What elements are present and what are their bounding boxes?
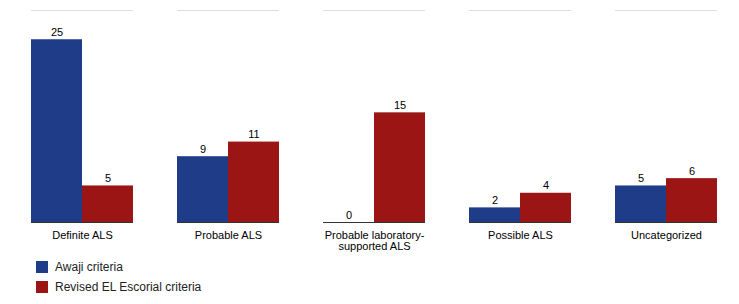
svg-text:11: 11 <box>248 128 259 140</box>
html-text:Awaji criteria: Awaji criteria <box>55 260 123 274</box>
svg-text:Probable ALS: Probable ALS <box>195 229 262 241</box>
svg-text:2: 2 <box>492 194 498 206</box>
svg-text:Probable laboratory-supported: Probable laboratory-supported ALS <box>325 229 425 252</box>
svg-text:5: 5 <box>105 172 111 184</box>
svg-text:25: 25 <box>51 26 63 38</box>
svg-text:Possible ALS: Possible ALS <box>488 229 553 241</box>
svg-text:5: 5 <box>638 172 644 184</box>
svg-text:Definite ALS: Definite ALS <box>52 229 113 241</box>
svg-text:4: 4 <box>543 179 549 191</box>
svg-text:Uncategorized: Uncategorized <box>631 229 702 241</box>
svg-text:15: 15 <box>394 99 406 111</box>
html-text:Revised EL Escorial criteria: Revised EL Escorial criteria <box>55 280 202 294</box>
svg-text:9: 9 <box>200 143 206 155</box>
svg-text:6: 6 <box>689 165 695 177</box>
svg-text:0: 0 <box>346 209 352 221</box>
